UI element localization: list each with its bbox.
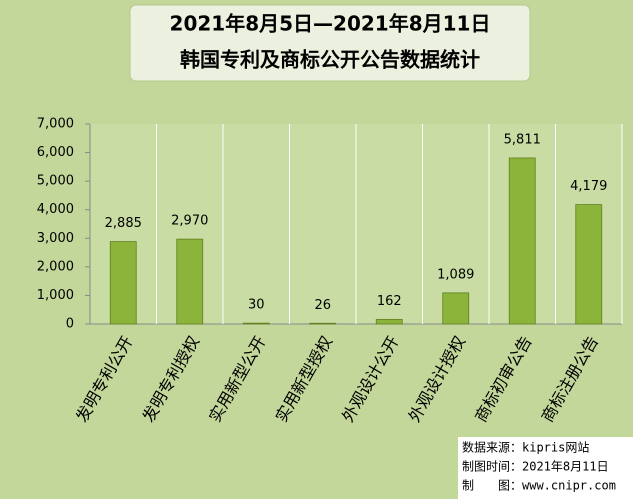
x-tick-label: 商标初审公告 (471, 333, 535, 426)
y-tick-label: 1,000 (37, 288, 74, 303)
y-tick-label: 7,000 (37, 117, 74, 132)
value-label: 1,089 (437, 267, 474, 282)
y-tick-label: 6,000 (37, 145, 74, 160)
bar (309, 322, 337, 325)
bar (375, 318, 403, 325)
value-label: 2,970 (171, 214, 208, 229)
bar (508, 157, 536, 325)
value-label: 5,811 (504, 132, 541, 147)
value-label: 4,179 (570, 179, 607, 194)
bar (176, 238, 204, 325)
y-tick-label: 3,000 (37, 231, 74, 246)
x-tick-label: 实用新型授权 (272, 333, 336, 426)
source-note: 数据来源：kipris网站 (462, 440, 589, 455)
title-box (129, 4, 531, 82)
bar (575, 204, 603, 325)
bar (109, 241, 137, 325)
chart-title: 韩国专利及商标公开公告数据统计 (180, 48, 480, 72)
y-tick-label: 2,000 (37, 259, 74, 274)
x-tick-label: 商标注册公告 (538, 333, 602, 426)
bar (242, 322, 270, 325)
x-tick-label: 实用新型公开 (205, 333, 269, 426)
value-label: 162 (377, 294, 402, 309)
y-tick-label: 4,000 (37, 202, 74, 217)
value-label: 2,885 (105, 216, 142, 231)
value-label: 30 (248, 298, 265, 313)
source-note: 制图时间：2021年8月11日 (462, 460, 609, 474)
source-note: 制 图：www.cnipr.com (462, 479, 616, 493)
bar (442, 292, 470, 325)
source-box (458, 437, 633, 499)
x-tick-label: 外观设计公开 (338, 333, 402, 426)
value-label: 26 (314, 298, 331, 313)
y-tick-label: 5,000 (37, 174, 74, 189)
y-tick-label: 0 (66, 317, 74, 332)
x-tick-label: 发明专利授权 (139, 333, 203, 426)
x-tick-label: 发明专利公开 (72, 333, 136, 426)
chart-title: 2021年8月5日—2021年8月11日 (170, 12, 491, 36)
x-tick-label: 外观设计授权 (405, 333, 469, 426)
